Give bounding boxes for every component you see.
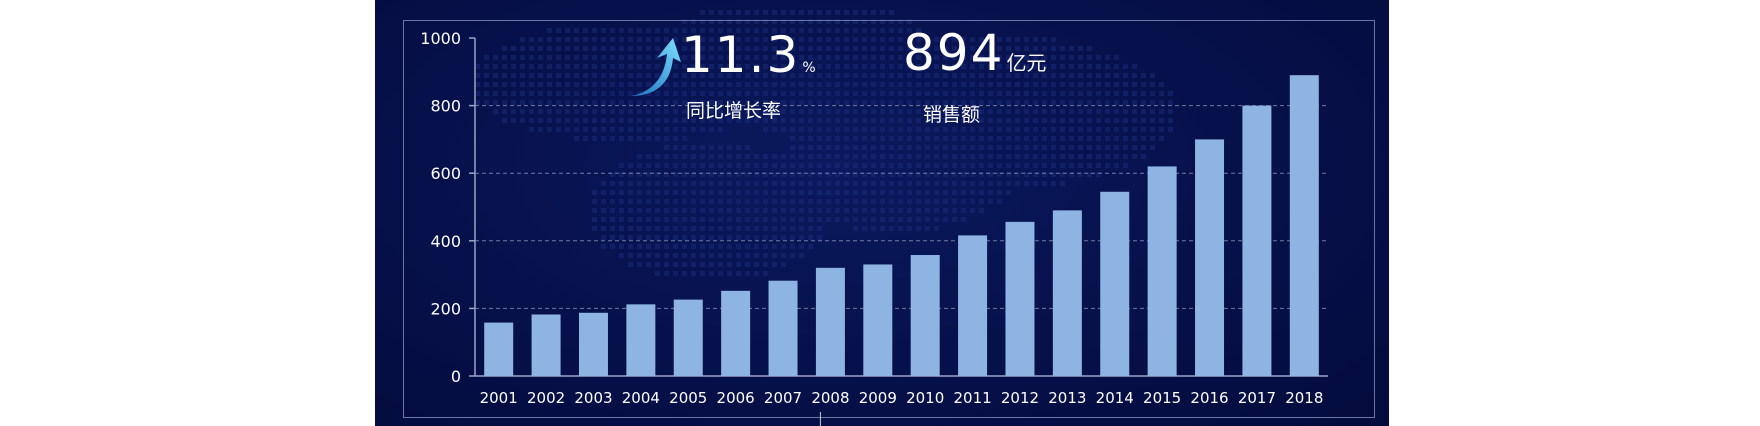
- bar-2017: [1242, 105, 1272, 376]
- bar-2003: [578, 312, 608, 376]
- chart-frame: [403, 20, 1375, 418]
- bar-2012: [1005, 221, 1035, 376]
- bar-2006: [721, 290, 751, 376]
- sales-unit: 亿元: [1006, 51, 1047, 75]
- bar-2004: [626, 304, 656, 376]
- bar-2001: [484, 322, 514, 376]
- x-tick-label: 2002: [527, 389, 565, 407]
- x-tick-label: 2017: [1238, 389, 1276, 407]
- x-tick-label: 2015: [1143, 389, 1181, 407]
- x-tick-label: 2008: [811, 389, 849, 407]
- bar-2005: [673, 299, 703, 376]
- bar-2008: [815, 267, 845, 376]
- x-tick-label: 2009: [859, 389, 897, 407]
- x-tick-label: 2006: [717, 389, 755, 407]
- x-tick-label: 2013: [1048, 389, 1086, 407]
- y-tick-label: 400: [430, 232, 461, 251]
- growth-rate-value: 11.3: [681, 26, 801, 84]
- up-arrow-icon: [631, 38, 681, 96]
- x-tick-label: 2011: [953, 389, 991, 407]
- growth-rate-stat: 11.3%: [681, 30, 816, 80]
- bar-2013: [1052, 210, 1082, 376]
- bar-2010: [910, 254, 940, 376]
- dashboard-panel: 0 200 400 600 800 1000 2001 2002 2003 2004 2005 200…: [375, 0, 1389, 426]
- x-tick-label: 2007: [764, 389, 802, 407]
- bar-2014: [1100, 191, 1130, 376]
- sales-label: 销售额: [923, 104, 981, 126]
- sales-value: 894: [903, 24, 1005, 82]
- bar-2015: [1147, 166, 1177, 376]
- x-tick-label: 2005: [669, 389, 707, 407]
- y-tick-label: 800: [430, 97, 461, 116]
- bar-2018: [1289, 75, 1319, 377]
- x-tick-label: 2010: [906, 389, 944, 407]
- bar-2009: [863, 264, 893, 376]
- x-tick-label: 2001: [480, 389, 518, 407]
- x-tick-label: 2012: [1001, 389, 1039, 407]
- world-map-background: [475, 10, 1173, 276]
- x-tick-label: 2003: [574, 389, 612, 407]
- x-tick-label: 2014: [1096, 389, 1134, 407]
- bar-2007: [768, 280, 798, 376]
- sales-bar-chart: 0 200 400 600 800 1000 2001 2002 2003 2004 2005 200…: [420, 29, 1328, 426]
- x-tick-label: 2016: [1190, 389, 1228, 407]
- y-tick-label: 200: [430, 299, 461, 318]
- bar-2011: [958, 235, 988, 376]
- bar-2002: [531, 314, 561, 376]
- x-tick-label: 2018: [1285, 389, 1323, 407]
- bar-2016: [1195, 139, 1225, 376]
- y-tick-label: 1000: [420, 29, 461, 48]
- y-tick-label: 0: [451, 367, 461, 386]
- y-tick-label: 600: [430, 164, 461, 183]
- growth-rate-unit: %: [802, 60, 816, 76]
- sales-stat: 894 亿元: [903, 28, 1046, 78]
- x-tick-label: 2004: [622, 389, 660, 407]
- growth-rate-label: 同比增长率: [686, 100, 782, 122]
